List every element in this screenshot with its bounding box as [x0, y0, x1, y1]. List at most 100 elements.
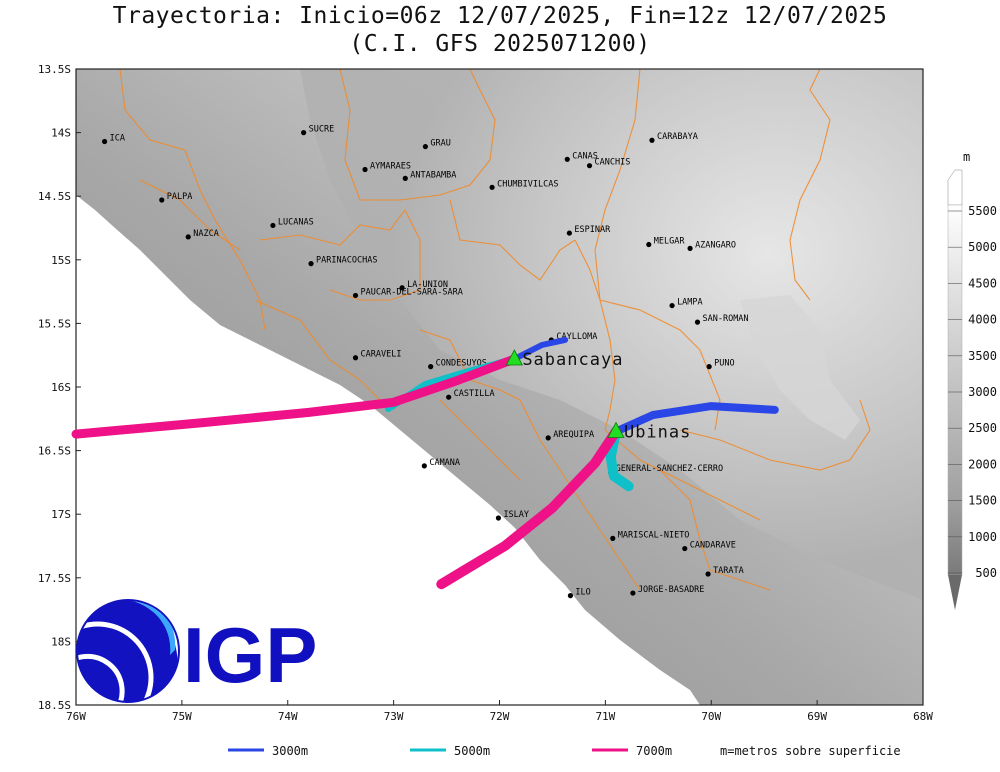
province-lampa: LAMPA: [669, 298, 703, 309]
province-dot: [687, 245, 693, 251]
province-tarata: TARATA: [705, 566, 744, 577]
province-dot: [362, 166, 368, 173]
province-dot: [646, 241, 652, 248]
province-dot: [308, 261, 314, 267]
province-label: JORGE-BASADRE: [638, 585, 705, 595]
province-san-roman: SAN-ROMAN: [694, 314, 749, 325]
province-melgar: MELGAR: [646, 237, 685, 248]
legend-item-3000m: 3000m: [228, 744, 308, 758]
province-borders: [119, 69, 871, 591]
y-tick-label: 18.5S: [38, 699, 71, 712]
province-candarave: CANDARAVE: [682, 541, 736, 552]
province-condesuyos: CONDESUYOS: [428, 359, 487, 370]
province-label: CAMANA: [429, 458, 460, 468]
province-label: AYMARAES: [370, 161, 411, 171]
province-label: ISLAY: [503, 510, 529, 520]
colorbar-label: 3000: [968, 385, 997, 399]
province-dot: [270, 222, 276, 229]
trajectory-sabancaya-7000m: [71, 354, 519, 439]
province-label: CONDESUYOS: [436, 359, 487, 369]
colorbar-label: 5500: [968, 204, 997, 218]
province-dot: [352, 292, 359, 299]
province-dot: [566, 230, 572, 236]
x-tick-label: 73W: [384, 710, 404, 723]
province-label: CARAVELI: [361, 350, 402, 360]
province-label: AZANGARO: [695, 240, 736, 250]
province-label: LA-UNION: [407, 280, 448, 290]
legend-item-7000m: 7000m: [592, 744, 672, 758]
province-label: CANAS: [572, 151, 598, 161]
axis-ticks: 13.5S 14S 14.5S 15S 15.5S 16S 16.5S 17S 17.5S 18S…: [38, 63, 933, 723]
colorbar-label: 1000: [968, 530, 997, 544]
province-dot: [446, 394, 452, 400]
province-label: SAN-ROMAN: [702, 314, 748, 324]
colorbar-body: [947, 204, 963, 576]
volcano-triangle-icon: [505, 349, 523, 366]
province-label: MARISCAL-NIETO: [618, 530, 690, 540]
province-dot: [545, 435, 551, 441]
province-palpa: PALPA: [159, 192, 192, 203]
logo-globe: [76, 599, 180, 703]
province-dot: [399, 285, 405, 291]
province-dot: [694, 319, 701, 325]
province-label: PALPA: [167, 192, 193, 202]
province-dot: [402, 175, 408, 181]
province-label: ICA: [110, 134, 125, 144]
province-dot: [101, 138, 108, 145]
province-canchis: CANCHIS: [586, 158, 630, 169]
province-label: AREQUIPA: [553, 430, 594, 440]
province-label: PARINACOCHAS: [316, 256, 377, 266]
colorbar-label: 1500: [968, 494, 997, 508]
province-label: ESPINAR: [574, 225, 611, 235]
province-label: CARABAYA: [657, 132, 698, 142]
x-tick-label: 71W: [595, 710, 615, 723]
y-tick-label: 16.5S: [38, 445, 71, 458]
chart-subtitle: (C.I. GFS 2025071200): [349, 31, 651, 57]
volcano-label: Sabancaya: [522, 350, 623, 370]
province-dot: [422, 143, 428, 150]
province-dot: [649, 137, 655, 143]
legend-label: 7000m: [636, 744, 672, 758]
y-tick-label: 18S: [51, 635, 71, 648]
province-paucar-del-sara-sara: PAUCAR-DEL-SARA-SARA: [352, 287, 463, 299]
province-dot: [706, 364, 712, 370]
province-castilla: CASTILLA: [446, 389, 495, 400]
province-dot: [185, 234, 191, 240]
colorbar-label: 2000: [968, 457, 997, 471]
volcano-markers: Sabancaya Ubinas: [505, 349, 691, 443]
colorbar-label: 4000: [968, 313, 997, 327]
province-dot: [705, 571, 711, 577]
x-tick-label: 69W: [807, 710, 827, 723]
province-label: GRAU: [430, 139, 450, 149]
province-dot: [610, 535, 616, 541]
trajectory-lines: [71, 336, 779, 590]
colorbar-bottom-arrow: [948, 575, 962, 610]
province-camana: CAMANA: [421, 458, 460, 469]
volcano-sabancaya: Sabancaya: [505, 349, 623, 370]
logo-text: IGP: [183, 611, 317, 699]
colorbar-label: 3500: [968, 349, 997, 363]
province-label: CASTILLA: [454, 389, 495, 399]
province-label: PUNO: [714, 359, 734, 369]
volcano-label: Ubinas: [624, 423, 691, 443]
province-islay: ISLAY: [495, 510, 529, 521]
province-dot: [352, 355, 359, 361]
province-nazca: NAZCA: [185, 229, 219, 240]
colorbar-label: 2500: [968, 421, 997, 435]
province-dot: [564, 156, 570, 162]
province-ica: ICA: [101, 134, 125, 145]
volcano-triangle-icon: [607, 421, 625, 438]
province-ilo: ILO: [567, 588, 591, 599]
colorbar-label: 5000: [968, 240, 997, 254]
province-label: CANCHIS: [594, 158, 630, 168]
province-dot: [586, 163, 593, 169]
province-carabaya: CARABAYA: [649, 132, 698, 143]
province-canas: CANAS: [564, 151, 598, 162]
colorbar-top-arrow: [947, 169, 963, 206]
map-area: [76, 69, 923, 705]
province-chumbivilcas: CHUMBIVILCAS: [489, 179, 559, 190]
y-tick-label: 15.5S: [38, 317, 71, 330]
province-label: CANDARAVE: [690, 541, 736, 551]
